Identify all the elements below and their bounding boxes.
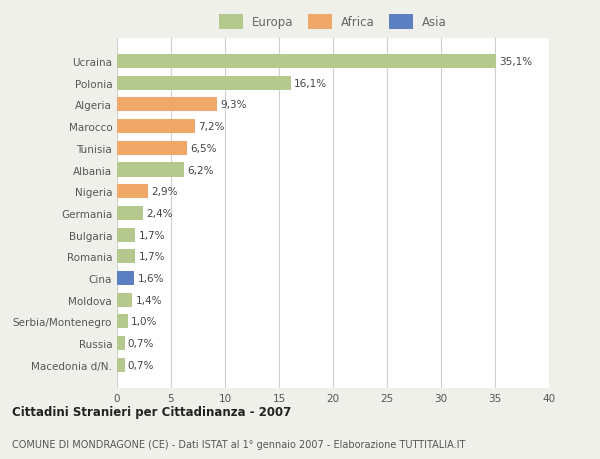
Text: 1,7%: 1,7% (139, 230, 165, 240)
Bar (117, 314, 128, 329)
Text: 6,5%: 6,5% (190, 144, 217, 153)
Text: Cittadini Stranieri per Cittadinanza - 2007: Cittadini Stranieri per Cittadinanza - 2… (12, 405, 291, 419)
Text: 0,7%: 0,7% (128, 338, 154, 348)
Text: 35,1%: 35,1% (499, 57, 532, 67)
Bar (117, 228, 136, 242)
Bar (117, 141, 187, 156)
Bar (117, 336, 125, 350)
Text: 2,4%: 2,4% (146, 208, 173, 218)
Text: 2,9%: 2,9% (152, 187, 178, 197)
Bar (117, 120, 195, 134)
Legend: Europa, Africa, Asia: Europa, Africa, Asia (219, 15, 447, 30)
Text: 1,0%: 1,0% (131, 317, 157, 327)
Text: 7,2%: 7,2% (198, 122, 224, 132)
Text: 0,7%: 0,7% (128, 360, 154, 370)
Bar (117, 358, 125, 372)
Text: COMUNE DI MONDRAGONE (CE) - Dati ISTAT al 1° gennaio 2007 - Elaborazione TUTTITA: COMUNE DI MONDRAGONE (CE) - Dati ISTAT a… (12, 440, 466, 449)
Bar (117, 207, 143, 220)
Bar (117, 293, 132, 307)
Bar (117, 55, 496, 69)
Bar (117, 250, 136, 264)
Bar (117, 98, 217, 112)
Text: 6,2%: 6,2% (187, 165, 214, 175)
Bar (117, 185, 148, 199)
Bar (117, 163, 184, 177)
Text: 1,4%: 1,4% (136, 295, 162, 305)
Text: 9,3%: 9,3% (221, 100, 247, 110)
Text: 16,1%: 16,1% (294, 78, 327, 89)
Bar (117, 77, 291, 90)
Bar (117, 271, 134, 285)
Text: 1,6%: 1,6% (137, 274, 164, 283)
Text: 1,7%: 1,7% (139, 252, 165, 262)
